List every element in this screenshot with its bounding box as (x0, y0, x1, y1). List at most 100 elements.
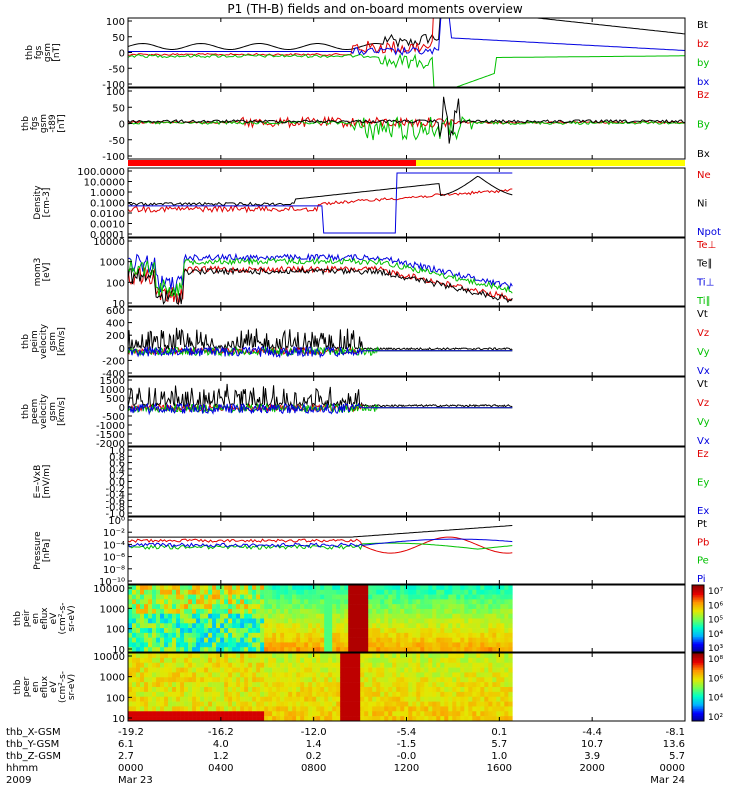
heat-cell (380, 642, 385, 648)
heat-cell (500, 691, 505, 698)
heat-cell (308, 594, 313, 600)
heat-cell (316, 691, 321, 698)
heat-cell (480, 585, 485, 591)
heat-cell (332, 711, 337, 717)
heat-cell (132, 691, 137, 698)
heat-cell (428, 657, 433, 664)
heat-cell (208, 701, 213, 707)
y-tick-label: -200 (102, 356, 125, 367)
heat-cell (292, 706, 297, 712)
heat-cell (508, 608, 513, 615)
heat-cell (508, 662, 513, 668)
heat-cell (468, 623, 473, 629)
heat-cell (288, 701, 293, 707)
heat-cell (212, 687, 217, 693)
heat-cell (260, 589, 265, 595)
heat-cell (336, 716, 341, 721)
heat-cell (460, 585, 465, 591)
heat-cell (152, 691, 157, 698)
figure-title: P1 (TH-B) fields and on-board moments ov… (227, 2, 523, 16)
heat-cell (392, 618, 397, 624)
heat-cell (220, 594, 225, 600)
heat-cell (304, 608, 309, 615)
y-tick-label: -2000 (96, 439, 125, 450)
heat-cell (180, 653, 185, 659)
heat-cell (424, 642, 429, 648)
heat-cell (360, 701, 365, 707)
heat-cell (504, 637, 509, 643)
heat-cell (352, 667, 357, 673)
heat-cell (468, 613, 473, 619)
heat-cell (260, 667, 265, 673)
heat-cell (172, 623, 177, 629)
heat-cell (396, 653, 401, 659)
heat-cell (216, 628, 221, 634)
heat-cell (384, 711, 389, 717)
heat-cell (352, 706, 357, 712)
x-tick-value: 1600 (487, 763, 512, 774)
trace-by-res (128, 115, 685, 141)
heat-cell (464, 642, 469, 648)
heat-cell (500, 642, 505, 648)
y-tick-label: -50 (109, 64, 125, 75)
heat-cell (448, 682, 453, 688)
y-tick-label: 0.0010 (90, 220, 125, 231)
heat-cell (160, 711, 165, 717)
heat-cell (144, 604, 149, 610)
heat-cell (416, 637, 421, 643)
heat-cell (224, 677, 229, 683)
heat-cell (264, 653, 269, 659)
heat-cell (420, 642, 425, 648)
heat-cell (440, 613, 445, 619)
heat-cell (464, 716, 469, 721)
heat-cell (232, 657, 237, 664)
heat-cell (196, 642, 201, 648)
heat-cell (344, 672, 349, 678)
heat-cell (252, 657, 257, 664)
heat-cell (276, 594, 281, 600)
heat-cell (152, 599, 157, 605)
legend-Vx: Vx (697, 366, 710, 377)
heat-cell (172, 691, 177, 698)
heat-cell (168, 687, 173, 693)
heat-cell (228, 653, 233, 659)
heat-cell (508, 696, 513, 702)
heat-cell (192, 696, 197, 702)
heat-cell (168, 701, 173, 707)
heat-cell (320, 691, 325, 698)
heat-cell (376, 613, 381, 619)
colorbar-step (692, 585, 704, 588)
heat-cell (368, 682, 373, 688)
heat-cell (360, 687, 365, 693)
heat-cell (220, 696, 225, 702)
heat-cell (232, 687, 237, 693)
heat-cell (132, 667, 137, 673)
heat-cell (352, 653, 357, 659)
colorbar-label: 10³ (708, 644, 723, 654)
heat-cell (204, 691, 209, 698)
heat-cell (176, 706, 181, 712)
heat-cell (244, 604, 249, 610)
heat-cell (144, 667, 149, 673)
heat-cell (332, 604, 337, 610)
heat-cell (432, 585, 437, 591)
heat-cell (268, 618, 273, 624)
heat-cell (332, 687, 337, 693)
heat-cell (152, 618, 157, 624)
heat-cell (324, 687, 329, 693)
legend-Pe: Pe (697, 556, 709, 567)
heat-cell (364, 657, 369, 664)
heat-cell (264, 706, 269, 712)
heat-cell (132, 632, 137, 638)
heat-cell (244, 613, 249, 619)
heat-cell (452, 653, 457, 659)
heat-cell (352, 594, 357, 600)
heat-cell (284, 706, 289, 712)
heat-cell (408, 637, 413, 643)
heat-cell (228, 657, 233, 664)
heat-cell (244, 618, 249, 624)
heat-cell (328, 711, 333, 717)
heat-cell (476, 691, 481, 698)
heat-cell (292, 632, 297, 638)
heat-cell (496, 711, 501, 717)
